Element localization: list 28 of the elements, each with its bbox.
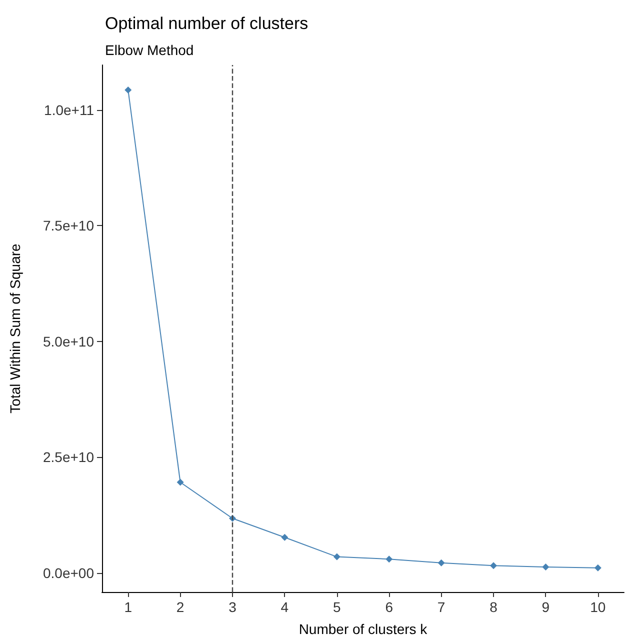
chart-title: Optimal number of clusters — [105, 14, 308, 33]
y-tick-label: 7.5e+10 — [43, 218, 94, 234]
point — [281, 534, 288, 541]
y-tick-label: 0.0e+00 — [43, 565, 94, 582]
x-tick-label: 5 — [333, 599, 341, 615]
y-tick-label: 1.0e+11 — [44, 102, 94, 118]
x-tick-label: 7 — [437, 599, 446, 615]
y-tick-label: 2.5e+10 — [43, 449, 94, 466]
point — [333, 553, 340, 560]
point — [594, 564, 602, 572]
x-tick-label: 9 — [542, 599, 550, 615]
point — [386, 556, 393, 563]
x-tick-label: 3 — [228, 599, 237, 615]
x-tick-label: 2 — [176, 599, 184, 615]
point — [490, 562, 497, 570]
x-tick-label: 10 — [590, 599, 606, 615]
x-tick-label: 8 — [490, 599, 498, 615]
y-tick-label: 5.0e+10 — [43, 333, 94, 350]
point — [542, 563, 550, 570]
point — [176, 478, 184, 486]
x-axis-title: Number of clusters k — [298, 621, 428, 637]
x-tick-label: 4 — [280, 599, 289, 615]
x-tick-label: 6 — [385, 599, 394, 615]
point — [124, 86, 132, 94]
y-axis-title: Total Within Sum of Square — [7, 243, 23, 414]
point — [438, 559, 445, 566]
chart-subtitle: Elbow Method — [105, 42, 194, 58]
x-tick-label: 1 — [124, 599, 132, 615]
